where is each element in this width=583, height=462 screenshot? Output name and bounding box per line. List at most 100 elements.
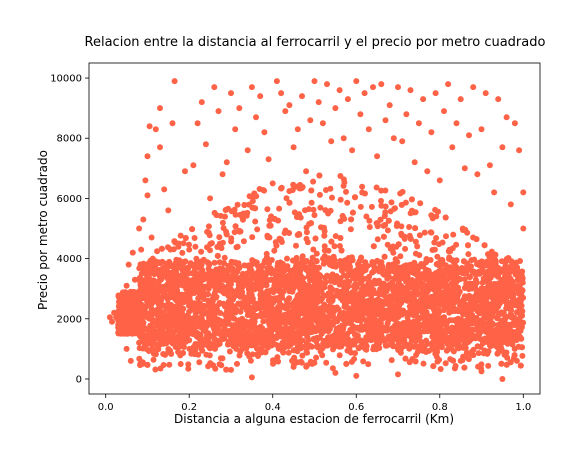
scatter-point xyxy=(473,236,480,243)
scatter-point xyxy=(485,362,492,369)
scatter-point xyxy=(214,252,221,259)
scatter-point xyxy=(384,227,391,234)
scatter-point xyxy=(340,176,347,183)
scatter-point xyxy=(171,238,178,245)
scatter-point xyxy=(484,291,491,298)
scatter-point xyxy=(318,224,324,231)
scatter-point xyxy=(228,258,235,265)
scatter-point xyxy=(303,229,310,236)
scatter-point xyxy=(362,339,369,346)
scatter-point xyxy=(371,343,377,350)
scatter-point xyxy=(296,284,303,291)
scatter-point xyxy=(358,286,365,293)
scatter-point xyxy=(442,270,449,277)
scatter-point xyxy=(305,285,312,292)
scatter-point xyxy=(502,315,509,322)
scatter-point xyxy=(154,248,161,255)
scatter-point xyxy=(240,321,247,328)
scatter-point xyxy=(321,292,328,299)
scatter-point xyxy=(205,223,212,230)
scatter-point xyxy=(232,309,239,316)
scatter-point xyxy=(450,231,457,238)
scatter-point xyxy=(241,262,248,269)
scatter-point xyxy=(191,235,198,241)
scatter-point xyxy=(211,331,218,337)
scatter-point xyxy=(385,217,392,224)
scatter-point xyxy=(348,216,355,223)
scatter-point xyxy=(221,272,228,278)
scatter-point xyxy=(313,354,320,361)
scatter-point xyxy=(401,343,408,350)
scatter-point xyxy=(433,261,440,268)
scatter-point xyxy=(362,345,369,352)
scatter-point xyxy=(303,328,310,335)
scatter-point xyxy=(417,296,424,303)
scatter-point xyxy=(322,207,329,214)
scatter-point xyxy=(192,310,199,317)
scatter-point xyxy=(167,246,174,253)
scatter-point xyxy=(260,187,267,193)
scatter-point xyxy=(322,259,329,266)
scatter-point xyxy=(136,345,143,352)
scatter-point xyxy=(275,281,282,288)
scatter-point xyxy=(175,301,182,308)
scatter-point xyxy=(230,343,237,350)
scatter-point xyxy=(289,357,296,364)
scatter-point xyxy=(235,300,242,307)
scatter-point xyxy=(295,276,302,283)
scatter-point xyxy=(295,330,302,337)
scatter-point xyxy=(238,274,245,281)
scatter-point xyxy=(503,349,510,356)
scatter-point xyxy=(268,322,274,329)
scatter-point xyxy=(349,257,356,264)
scatter-point xyxy=(220,327,227,334)
scatter-point xyxy=(247,310,254,317)
scatter-point xyxy=(382,187,389,194)
scatter-point xyxy=(477,344,484,350)
scatter-point xyxy=(162,293,169,300)
scatter-point xyxy=(370,268,377,275)
scatter-point xyxy=(325,319,332,326)
scatter-point xyxy=(366,330,373,337)
scatter-point xyxy=(473,326,479,333)
scatter-point xyxy=(293,242,299,249)
scatter-point xyxy=(414,308,421,314)
scatter-point xyxy=(143,332,149,339)
scatter-point xyxy=(298,322,305,329)
scatter-point xyxy=(472,335,479,342)
scatter-point xyxy=(395,241,402,248)
scatter-point xyxy=(246,266,253,272)
scatter-point xyxy=(380,233,387,240)
scatter-point xyxy=(347,226,354,233)
scatter-point xyxy=(196,359,203,366)
scatter-point xyxy=(360,358,367,365)
scatter-point xyxy=(316,191,323,198)
scatter-point xyxy=(345,278,351,285)
scatter-point xyxy=(142,342,148,349)
scatter-point xyxy=(213,212,220,219)
scatter-point xyxy=(339,213,346,219)
scatter-point xyxy=(451,276,458,283)
scatter-point xyxy=(312,273,319,279)
scatter-point xyxy=(167,304,174,311)
scatter-point xyxy=(460,227,467,233)
scatter-point xyxy=(277,325,284,332)
scatter-point xyxy=(373,184,380,191)
scatter-point xyxy=(412,225,419,232)
scatter-point xyxy=(359,183,366,190)
scatter-point xyxy=(430,363,437,370)
scatter-point xyxy=(204,244,210,251)
scatter-point xyxy=(290,279,297,286)
scatter-point xyxy=(259,262,266,269)
scatter-point xyxy=(260,318,267,325)
scatter-point xyxy=(387,208,394,215)
scatter-point xyxy=(461,334,468,341)
scatter-point xyxy=(283,195,290,202)
scatter-point xyxy=(490,298,497,305)
scatter-point xyxy=(305,264,312,271)
scatter-point xyxy=(381,213,388,219)
scatter-point xyxy=(452,363,459,369)
scatter-point xyxy=(402,355,409,362)
scatter-point xyxy=(232,211,239,218)
